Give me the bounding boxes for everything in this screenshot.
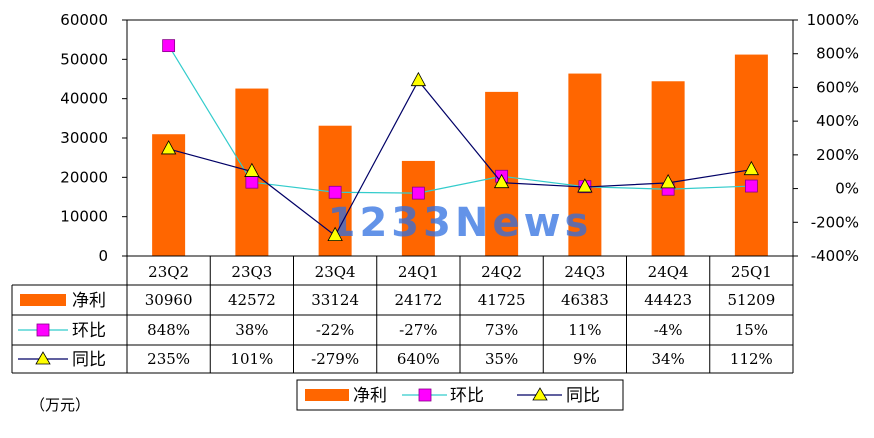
category-label: 23Q2 bbox=[148, 263, 189, 281]
table-series-name: 环比 bbox=[72, 321, 106, 341]
right-axis-tick-label: -400% bbox=[811, 247, 859, 265]
data-label: 34% bbox=[651, 350, 684, 368]
legend-key-marker bbox=[418, 388, 432, 402]
category-label: 25Q1 bbox=[731, 263, 772, 281]
marker-2-23Q4 bbox=[327, 226, 343, 242]
table-key-marker bbox=[35, 351, 51, 365]
legend-label: 净利 bbox=[353, 386, 387, 406]
right-axis-tick-label: 600% bbox=[816, 78, 859, 96]
unit-label: （万元） bbox=[30, 396, 90, 414]
legend-key-marker bbox=[532, 387, 548, 401]
marker-2-24Q1 bbox=[410, 71, 427, 87]
category-label: 24Q1 bbox=[398, 263, 439, 281]
table-key-marker bbox=[36, 323, 50, 337]
right-axis-tick-label: 0% bbox=[835, 180, 859, 198]
data-label: -22% bbox=[316, 321, 354, 339]
table-series-name: 同比 bbox=[72, 350, 106, 370]
data-label: 848% bbox=[147, 321, 190, 339]
data-label: 235% bbox=[147, 350, 190, 368]
marker-2-23Q2 bbox=[160, 140, 177, 155]
data-label: -279% bbox=[311, 350, 359, 368]
category-label: 23Q4 bbox=[315, 263, 356, 281]
data-label: 38% bbox=[235, 321, 268, 339]
table-series-name: 净利 bbox=[72, 291, 106, 311]
data-label: 101% bbox=[230, 350, 273, 368]
left-axis-tick-label: 50000 bbox=[60, 50, 108, 68]
marker-1-23Q3 bbox=[245, 175, 259, 189]
table-key-bar bbox=[20, 294, 66, 306]
legend bbox=[296, 379, 624, 411]
bar-23Q2 bbox=[152, 134, 186, 256]
left-axis-tick-label: 40000 bbox=[60, 90, 108, 108]
category-label: 24Q3 bbox=[564, 263, 605, 281]
data-label: 46383 bbox=[561, 291, 609, 309]
data-label: 42572 bbox=[228, 291, 276, 309]
legend-label: 同比 bbox=[566, 386, 600, 406]
right-axis-tick-label: 200% bbox=[816, 146, 859, 164]
data-label: 73% bbox=[485, 321, 518, 339]
category-label: 24Q4 bbox=[648, 263, 689, 281]
category-label: 23Q3 bbox=[231, 263, 272, 281]
data-label: -27% bbox=[399, 321, 437, 339]
bar-24Q4 bbox=[651, 81, 685, 256]
left-axis-tick-label: 30000 bbox=[60, 129, 108, 147]
data-label: 51209 bbox=[728, 291, 776, 309]
marker-2-23Q3 bbox=[244, 162, 260, 177]
data-label: 15% bbox=[735, 321, 768, 339]
marker-1-23Q4 bbox=[328, 185, 342, 199]
marker-1-23Q2 bbox=[162, 39, 176, 53]
bar-24Q3 bbox=[568, 73, 602, 256]
right-axis-tick-label: 1000% bbox=[807, 11, 859, 29]
data-label: -4% bbox=[654, 321, 683, 339]
right-axis-tick-label: -200% bbox=[811, 213, 859, 231]
bar-25Q1 bbox=[734, 54, 768, 256]
right-axis-tick-label: 400% bbox=[816, 112, 859, 130]
data-label: 24172 bbox=[395, 291, 443, 309]
data-label: 30960 bbox=[145, 291, 193, 309]
data-label: 640% bbox=[397, 350, 440, 368]
data-label: 33124 bbox=[311, 291, 359, 309]
marker-2-24Q4 bbox=[660, 173, 676, 189]
marker-1-25Q1 bbox=[744, 179, 758, 193]
left-axis-tick-label: 20000 bbox=[60, 168, 108, 186]
right-axis-tick-label: 800% bbox=[816, 45, 859, 63]
category-label: 24Q2 bbox=[481, 263, 522, 281]
marker-2-24Q2 bbox=[493, 173, 510, 189]
left-axis-tick-label: 0 bbox=[98, 247, 108, 265]
data-label: 11% bbox=[568, 321, 601, 339]
legend-label: 环比 bbox=[450, 386, 484, 406]
series-line-1 bbox=[168, 45, 752, 194]
data-label: 9% bbox=[573, 350, 597, 368]
marker-1-24Q1 bbox=[411, 186, 425, 200]
legend-key-bar bbox=[305, 389, 349, 401]
series-line-2 bbox=[168, 79, 752, 237]
left-axis-tick-label: 10000 bbox=[60, 208, 108, 226]
marker-2-25Q1 bbox=[743, 160, 760, 176]
data-label: 41725 bbox=[478, 291, 526, 309]
bar-24Q1 bbox=[401, 160, 435, 256]
data-label: 44423 bbox=[644, 291, 692, 309]
data-label: 112% bbox=[730, 350, 773, 368]
watermark-text: 1233News bbox=[328, 200, 593, 246]
data-label: 35% bbox=[485, 350, 518, 368]
left-axis-tick-label: 60000 bbox=[60, 11, 108, 29]
marker-2-24Q3 bbox=[577, 178, 593, 193]
